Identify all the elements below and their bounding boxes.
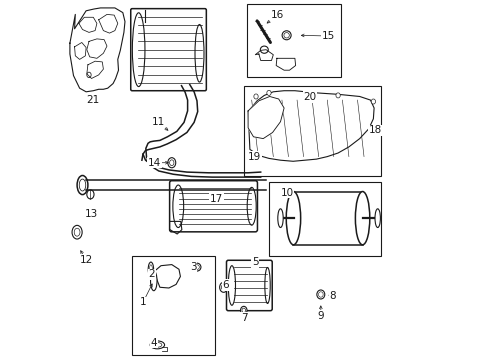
Text: 5: 5 [251, 257, 258, 267]
Ellipse shape [240, 306, 246, 314]
Text: 4: 4 [150, 338, 157, 348]
Text: 13: 13 [85, 209, 98, 219]
Ellipse shape [150, 341, 164, 349]
Bar [132, 256, 215, 355]
Ellipse shape [242, 308, 245, 312]
Text: 3: 3 [190, 262, 196, 272]
Text: 15: 15 [321, 31, 334, 41]
Polygon shape [247, 91, 373, 161]
Text: 14: 14 [147, 158, 161, 168]
Ellipse shape [172, 185, 183, 228]
Text: 9: 9 [317, 311, 324, 321]
Text: 11: 11 [151, 117, 164, 127]
Ellipse shape [260, 46, 268, 53]
Ellipse shape [318, 292, 323, 297]
Ellipse shape [228, 266, 235, 305]
FancyBboxPatch shape [169, 181, 257, 232]
Ellipse shape [194, 265, 199, 269]
Ellipse shape [195, 24, 203, 82]
Ellipse shape [72, 225, 82, 239]
Ellipse shape [87, 72, 91, 77]
Text: 16: 16 [270, 10, 284, 20]
Polygon shape [153, 265, 180, 288]
Text: 8: 8 [329, 291, 335, 301]
Ellipse shape [277, 209, 283, 228]
Ellipse shape [247, 187, 256, 225]
Text: 6: 6 [222, 280, 228, 290]
Ellipse shape [374, 209, 380, 228]
Text: 19: 19 [247, 152, 261, 162]
Ellipse shape [77, 175, 88, 194]
Text: 2: 2 [148, 269, 155, 279]
Ellipse shape [150, 271, 157, 291]
Ellipse shape [370, 99, 375, 104]
Ellipse shape [87, 190, 94, 199]
Ellipse shape [167, 158, 175, 168]
Bar [244, 86, 381, 176]
Text: 17: 17 [209, 194, 223, 204]
Ellipse shape [169, 160, 174, 166]
Polygon shape [247, 96, 284, 139]
Ellipse shape [221, 284, 225, 290]
Ellipse shape [335, 93, 340, 98]
Polygon shape [276, 58, 295, 70]
Ellipse shape [264, 267, 270, 303]
Ellipse shape [284, 32, 289, 38]
FancyBboxPatch shape [130, 9, 206, 91]
Bar [268, 182, 381, 256]
Ellipse shape [148, 262, 153, 276]
Ellipse shape [219, 282, 227, 292]
Ellipse shape [132, 13, 144, 87]
Text: 7: 7 [241, 312, 247, 323]
Ellipse shape [74, 228, 80, 236]
Ellipse shape [285, 192, 300, 245]
Bar [247, 4, 340, 77]
Ellipse shape [282, 31, 290, 40]
Text: 21: 21 [86, 95, 100, 105]
Ellipse shape [79, 179, 85, 191]
Ellipse shape [149, 265, 152, 274]
FancyBboxPatch shape [226, 260, 272, 311]
Text: 1: 1 [140, 297, 146, 307]
Text: 12: 12 [80, 255, 93, 265]
Bar [293, 192, 362, 245]
Ellipse shape [153, 343, 162, 347]
Ellipse shape [355, 192, 369, 245]
Ellipse shape [193, 263, 201, 271]
Ellipse shape [266, 90, 270, 95]
Polygon shape [255, 50, 273, 60]
Text: 18: 18 [368, 125, 381, 135]
Ellipse shape [316, 290, 324, 299]
Ellipse shape [253, 94, 258, 99]
Text: 10: 10 [280, 188, 293, 198]
Text: 20: 20 [303, 92, 316, 102]
